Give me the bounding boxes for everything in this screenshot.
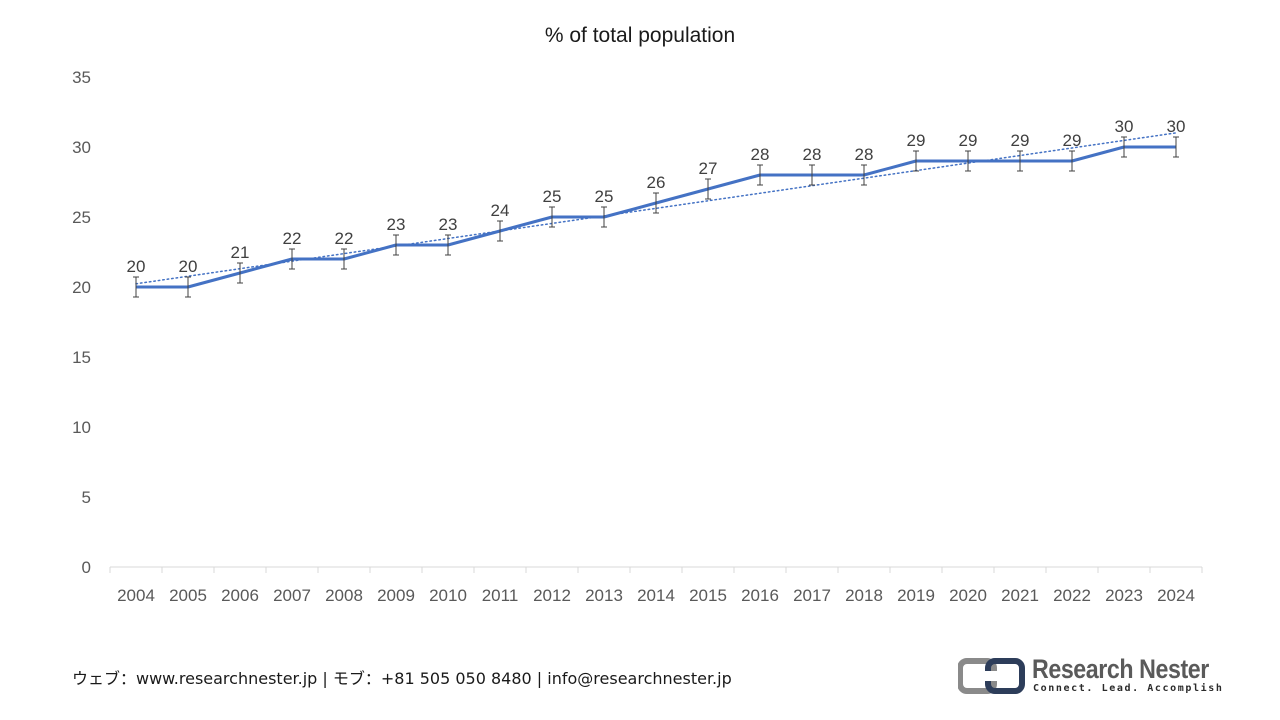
error-bars (133, 136, 1179, 298)
data-label: 21 (231, 243, 250, 262)
data-label: 25 (595, 187, 614, 206)
data-label: 28 (855, 145, 874, 164)
data-label: 26 (647, 173, 666, 192)
y-axis-ticks: 0 5 10 15 20 25 30 35 (72, 68, 91, 577)
x-axis-ticks: 2004 2005 2006 2007 2008 2009 2010 2011 2012 2013… (117, 586, 1195, 605)
data-label: 29 (1063, 131, 1082, 150)
axes (109, 566, 1203, 573)
x-tick-label: 2006 (221, 586, 259, 605)
x-tick-label: 2008 (325, 586, 363, 605)
data-label: 22 (335, 229, 354, 248)
error-bar (133, 276, 139, 298)
error-bar (289, 248, 295, 270)
error-bar (601, 206, 607, 228)
data-label: 30 (1167, 117, 1186, 136)
x-tick-label: 2010 (429, 586, 467, 605)
data-label: 24 (491, 201, 510, 220)
y-tick-label: 5 (82, 488, 91, 507)
x-tick-label: 2005 (169, 586, 207, 605)
x-tick-label: 2011 (482, 586, 519, 605)
x-tick-label: 2018 (845, 586, 883, 605)
error-bar (497, 220, 503, 242)
x-tick-label: 2023 (1105, 586, 1143, 605)
data-label: 29 (907, 131, 926, 150)
x-tick-label: 2024 (1157, 586, 1195, 605)
error-bar (341, 248, 347, 270)
logo-mark-icon (958, 658, 1025, 694)
data-label: 20 (127, 257, 146, 276)
y-tick-label: 0 (82, 558, 91, 577)
data-label: 23 (439, 215, 458, 234)
error-bar (185, 276, 191, 298)
error-bar (445, 234, 451, 256)
chart-title: % of total population (544, 24, 736, 47)
x-tick-label: 2007 (273, 586, 311, 605)
error-bar (1173, 136, 1179, 158)
x-tick-label: 2013 (585, 586, 623, 605)
y-tick-label: 25 (72, 208, 91, 227)
data-label: 27 (699, 159, 718, 178)
data-label: 28 (751, 145, 770, 164)
x-tick-label: 2012 (533, 586, 571, 605)
x-tick-label: 2020 (949, 586, 987, 605)
error-bar (809, 164, 815, 186)
y-tick-label: 35 (72, 68, 91, 87)
data-label: 25 (543, 187, 562, 206)
y-tick-label: 20 (72, 278, 91, 297)
y-tick-label: 10 (72, 418, 91, 437)
x-tick-label: 2016 (741, 586, 779, 605)
error-bar (965, 150, 971, 172)
y-tick-label: 15 (72, 348, 91, 367)
logo-name: Research Nester (1032, 654, 1209, 684)
research-nester-logo: Research Nester Connect. Lead. Accomplis… (958, 654, 1222, 698)
data-labels: 20 20 21 22 22 23 23 24 25 25 26 27 28 28 28 29 29 29 29 30… (127, 117, 1186, 276)
logo-tagline: Connect. Lead. Accomplish (1033, 683, 1224, 694)
footer-contact: ウェブ：www.researchnester.jp | モブ：+81 505 0… (72, 669, 732, 688)
error-bar (705, 178, 711, 200)
error-bar (913, 150, 919, 172)
error-bar (1121, 136, 1127, 158)
y-tick-label: 30 (72, 138, 91, 157)
error-bar (861, 164, 867, 186)
x-tick-label: 2022 (1053, 586, 1091, 605)
x-tick-label: 2014 (637, 586, 675, 605)
data-label: 29 (959, 131, 978, 150)
data-label: 29 (1011, 131, 1030, 150)
x-tick-label: 2004 (117, 586, 155, 605)
error-bar (653, 192, 659, 214)
data-label: 20 (179, 257, 198, 276)
error-bar (1069, 150, 1075, 172)
x-tick-label: 2021 (1001, 586, 1039, 605)
error-bar (393, 234, 399, 256)
data-label: 22 (283, 229, 302, 248)
x-tick-label: 2017 (793, 586, 831, 605)
data-label: 28 (803, 145, 822, 164)
error-bar (1017, 150, 1023, 172)
error-bar (549, 206, 555, 228)
x-tick-label: 2009 (377, 586, 415, 605)
data-label: 30 (1115, 117, 1134, 136)
data-label: 23 (387, 215, 406, 234)
error-bar (237, 262, 243, 284)
x-tick-label: 2019 (897, 586, 935, 605)
x-tick-label: 2015 (689, 586, 727, 605)
error-bar (757, 164, 763, 186)
